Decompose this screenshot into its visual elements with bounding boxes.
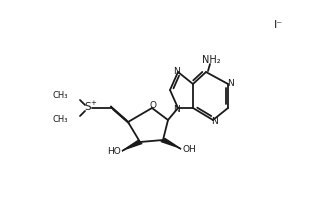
Text: N: N [212,116,218,126]
Polygon shape [122,140,142,151]
Text: N: N [174,66,180,75]
Text: NH₂: NH₂ [202,55,220,65]
Text: N: N [227,78,233,88]
Text: CH₃: CH₃ [53,92,68,100]
Text: N: N [174,104,180,113]
Text: O: O [150,101,156,110]
Text: OH: OH [182,145,196,154]
Text: S: S [85,102,91,112]
Text: CH₃: CH₃ [53,115,68,125]
Text: +: + [90,100,96,106]
Polygon shape [110,106,130,124]
Text: I⁻: I⁻ [274,20,283,30]
Text: HO: HO [107,147,121,156]
Polygon shape [161,139,181,149]
